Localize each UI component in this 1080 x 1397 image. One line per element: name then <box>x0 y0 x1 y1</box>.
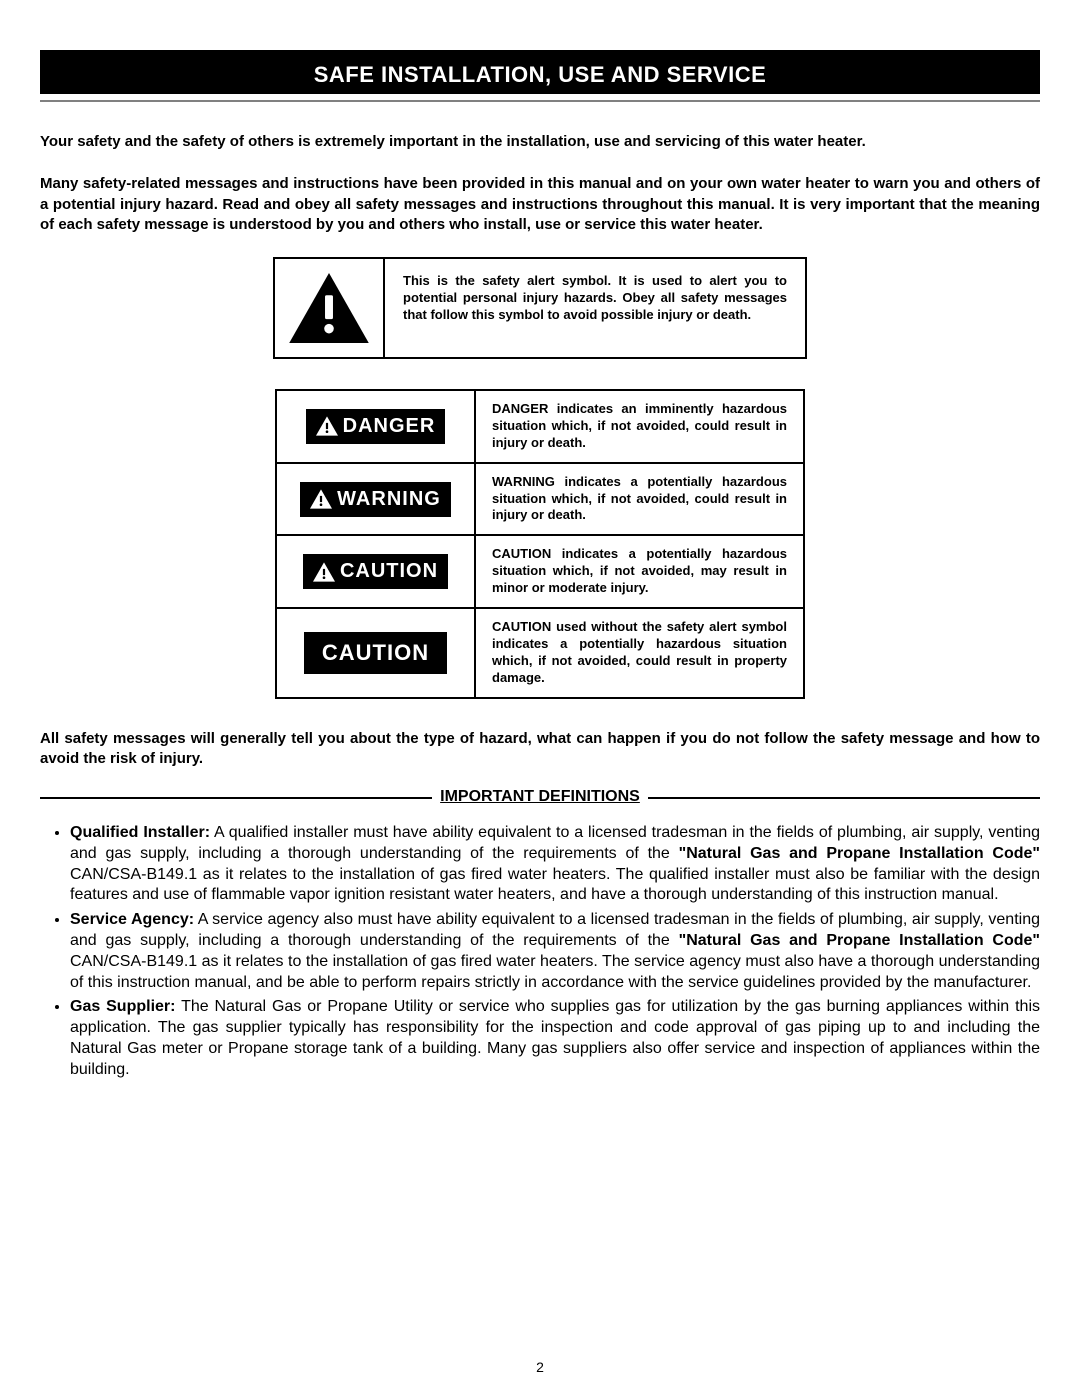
definitions-list: Qualified Installer: A qualified install… <box>40 823 1040 1081</box>
alert-symbol-icon-cell <box>275 259 385 357</box>
signal-description: WARNING indicates a potentially hazardou… <box>475 463 804 536</box>
signal-description: CAUTION used without the safety alert sy… <box>475 608 804 698</box>
definitions-heading-wrap: IMPORTANT DEFINITIONS <box>40 788 1040 806</box>
definitions-heading: IMPORTANT DEFINITIONS <box>432 788 648 806</box>
definition-term: Service Agency: <box>70 911 194 928</box>
definition-text-after: CAN/CSA-B149.1 as it relates to the inst… <box>70 866 1040 904</box>
outro-paragraph: All safety messages will generally tell … <box>40 729 1040 770</box>
signal-label-cell: CAUTION <box>276 608 475 698</box>
signal-row: CAUTION CAUTION used without the safety a… <box>276 608 804 698</box>
intro-paragraph-1: Your safety and the safety of others is … <box>40 132 1040 152</box>
signal-words-table: DANGER DANGER indicates an imminently haz… <box>275 389 805 699</box>
intro-paragraph-2: Many safety-related messages and instruc… <box>40 174 1040 235</box>
signal-badge: WARNING <box>300 482 451 517</box>
signal-label-cell: DANGER <box>276 390 475 463</box>
definition-strong: "Natural Gas and Propane Installation Co… <box>679 845 1040 862</box>
signal-badge: CAUTION <box>303 554 448 589</box>
definition-strong: "Natural Gas and Propane Installation Co… <box>679 932 1040 949</box>
signal-row: DANGER DANGER indicates an imminently haz… <box>276 390 804 463</box>
signal-label-cell: CAUTION <box>276 535 475 608</box>
signal-badge: DANGER <box>306 409 446 444</box>
definition-item: Service Agency: A service agency also mu… <box>70 910 1040 993</box>
signal-row: CAUTION CAUTION indicates a potentially h… <box>276 535 804 608</box>
signal-label: DANGER <box>343 415 436 438</box>
signal-description: CAUTION indicates a potentially hazardou… <box>475 535 804 608</box>
definition-text: The Natural Gas or Propane Utility or se… <box>70 998 1040 1077</box>
signal-label: CAUTION <box>322 640 429 666</box>
title-underline <box>40 100 1040 102</box>
signal-label: CAUTION <box>340 560 438 583</box>
alert-symbol-text: This is the safety alert symbol. It is u… <box>385 259 805 357</box>
alert-symbol-box: This is the safety alert symbol. It is u… <box>273 257 807 359</box>
definition-text-after: CAN/CSA-B149.1 as it relates to the inst… <box>70 953 1040 991</box>
alert-triangle-icon <box>289 273 369 343</box>
signal-description: DANGER indicates an imminently hazardous… <box>475 390 804 463</box>
page-number: 2 <box>0 1359 1080 1375</box>
signal-badge: CAUTION <box>304 632 447 674</box>
definition-term: Qualified Installer: <box>70 824 210 841</box>
definition-item: Qualified Installer: A qualified install… <box>70 823 1040 906</box>
definition-term: Gas Supplier: <box>70 998 175 1015</box>
signal-label: WARNING <box>337 488 441 511</box>
section-title: SAFE INSTALLATION, USE AND SERVICE <box>40 50 1040 94</box>
page: SAFE INSTALLATION, USE AND SERVICE Your … <box>0 0 1080 1397</box>
signal-row: WARNING WARNING indicates a potentially h… <box>276 463 804 536</box>
definition-item: Gas Supplier: The Natural Gas or Propane… <box>70 997 1040 1080</box>
signal-label-cell: WARNING <box>276 463 475 536</box>
